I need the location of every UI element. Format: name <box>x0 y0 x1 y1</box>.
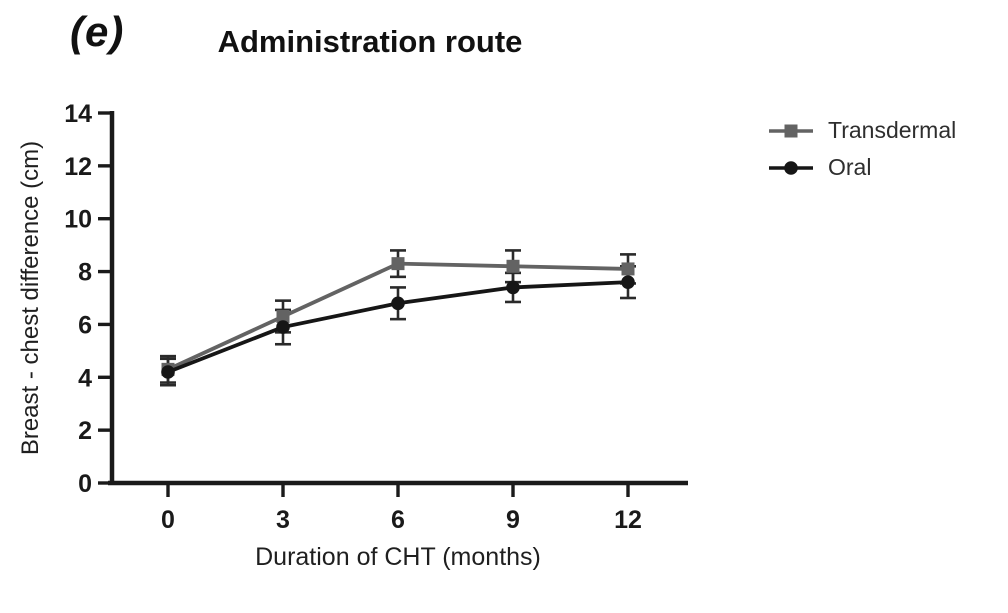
y-tick-label: 6 <box>78 311 92 339</box>
y-tick-label: 8 <box>78 259 92 287</box>
circle-marker <box>161 365 175 379</box>
legend-item-oral: Oral <box>768 149 956 186</box>
square-marker <box>391 257 405 271</box>
x-tick-label: 6 <box>391 506 405 534</box>
square-marker <box>621 262 635 276</box>
x-tick-label: 9 <box>506 506 520 534</box>
x-tick-label: 0 <box>161 506 175 534</box>
transdermal-swatch-icon <box>769 124 813 137</box>
y-tick-label: 4 <box>78 364 92 392</box>
circle-marker <box>621 275 635 289</box>
x-tick-label: 12 <box>614 506 642 534</box>
y-tick-label: 0 <box>78 470 92 498</box>
circle-marker <box>506 280 520 295</box>
circle-marker <box>391 296 405 311</box>
oral-swatch-icon <box>769 160 813 175</box>
line-chart: 0 2 4 6 8 10 12 14 0 3 6 9 12 Duration of CHT (months… <box>17 100 688 571</box>
x-tick-label: 3 <box>276 506 290 534</box>
y-tick-label: 14 <box>64 100 92 128</box>
y-axis-label: Breast - chest difference (cm) <box>17 141 44 455</box>
chart-title: Administration route <box>217 24 523 59</box>
panel-label: (e) <box>70 8 125 55</box>
legend-item-transdermal: Transdermal <box>768 112 956 149</box>
square-marker <box>276 310 290 323</box>
chart-legend: Transdermal Oral <box>768 112 956 186</box>
series-oral <box>161 275 635 379</box>
y-tick-label: 2 <box>78 417 92 445</box>
y-tick-label: 10 <box>64 206 92 234</box>
x-axis-label: Duration of CHT (months) <box>255 543 541 571</box>
legend-label: Oral <box>828 154 872 180</box>
square-marker <box>506 259 520 273</box>
y-tick-label: 12 <box>64 153 92 181</box>
legend-label: Transdermal <box>828 117 957 143</box>
circle-marker <box>276 320 290 334</box>
